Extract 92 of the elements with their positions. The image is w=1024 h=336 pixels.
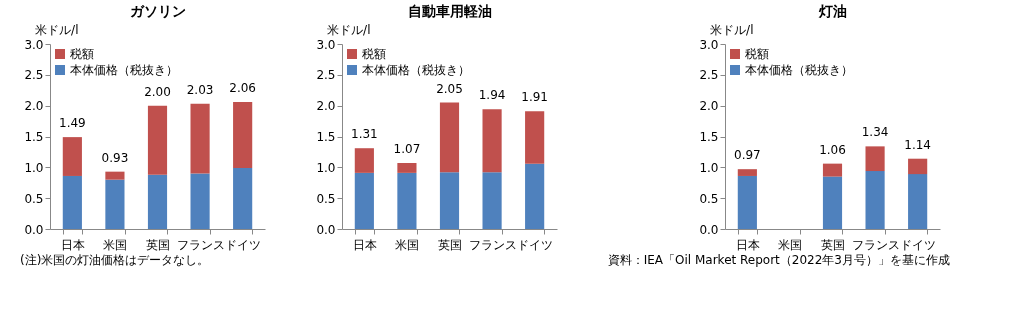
- total-label: 1.91: [521, 90, 549, 105]
- bar: [354, 172, 374, 229]
- total-label: 0.97: [733, 148, 761, 163]
- y-tick-label: 0.5: [316, 191, 336, 206]
- bar: [62, 175, 82, 229]
- bar: [147, 105, 168, 175]
- total-label: 1.94: [478, 88, 506, 103]
- total-label: 2.06: [229, 80, 257, 95]
- y-tick-label: 2.0: [316, 99, 336, 114]
- y-tick-label: 0.5: [699, 191, 719, 206]
- y-tick-label: 2.5: [316, 68, 336, 83]
- x-tick-label: フランス: [468, 237, 517, 252]
- x-tick-label: 米国: [395, 237, 420, 252]
- chart-title: 灯油: [817, 3, 847, 19]
- bar: [737, 175, 757, 229]
- total-label: 1.14: [904, 137, 932, 152]
- total-label: 2.00: [144, 84, 171, 99]
- x-tick-label: 日本: [60, 237, 85, 252]
- y-tick-label: 1.0: [316, 160, 336, 175]
- bar: [190, 173, 210, 229]
- y-axis-title: 米ドル/l: [710, 22, 754, 37]
- bar: [233, 167, 253, 229]
- y-tick-label: 2.5: [699, 68, 719, 83]
- bar: [233, 101, 253, 168]
- bar: [147, 174, 168, 229]
- y-axis-title: 米ドル/l: [35, 22, 79, 37]
- bar: [105, 179, 125, 229]
- y-tick-label: 0.0: [24, 222, 44, 237]
- legend-label: 税額: [745, 47, 769, 61]
- total-label: 2.03: [186, 82, 214, 97]
- y-tick-label: 1.5: [699, 130, 719, 144]
- y-tick-label: 0.0: [699, 222, 719, 237]
- total-label: 0.93: [101, 150, 129, 165]
- y-tick-label: 3.0: [24, 37, 44, 52]
- x-tick-label: 英国: [146, 237, 170, 252]
- legend-label: 税額: [362, 47, 386, 61]
- bar: [525, 163, 545, 229]
- y-tick-label: 3.0: [316, 37, 336, 52]
- bar: [62, 137, 82, 176]
- x-tick-label: フランス: [851, 237, 900, 252]
- x-tick-label: 英国: [438, 237, 462, 252]
- bar: [908, 158, 928, 175]
- y-axis-title: 米ドル/l: [327, 22, 371, 37]
- y-tick-label: 0.0: [316, 222, 336, 237]
- bar: [865, 171, 885, 229]
- x-tick-label: 米国: [778, 237, 803, 252]
- bar: [737, 169, 757, 176]
- bar: [439, 172, 460, 229]
- text: 資料：IEA「Oil Market Report（2022年3月号）」を基に作成: [607, 253, 950, 267]
- y-tick-label: 2.5: [24, 68, 44, 83]
- bar: [482, 109, 502, 173]
- bar: [525, 111, 545, 164]
- x-tick-label: ドイツ: [900, 237, 937, 252]
- y-tick-label: 1.5: [24, 130, 44, 144]
- y-tick-label: 1.0: [24, 160, 44, 175]
- y-tick-label: 1.0: [699, 160, 719, 175]
- y-tick-label: 1.5: [316, 130, 336, 144]
- x-tick-label: 米国: [103, 237, 128, 252]
- legend-label: 税額: [70, 47, 94, 61]
- x-tick-label: ドイツ: [225, 237, 262, 252]
- total-label: 2.05: [436, 81, 463, 96]
- bar: [397, 163, 417, 173]
- bar: [105, 171, 125, 180]
- bar: [190, 103, 210, 174]
- y-tick-label: 3.0: [699, 37, 719, 52]
- x-tick-label: 英国: [821, 237, 845, 252]
- y-tick-label: 2.0: [699, 99, 719, 114]
- y-tick-label: 2.0: [24, 99, 44, 114]
- total-label: 1.34: [861, 125, 889, 140]
- total-label: 1.49: [58, 116, 86, 131]
- bar: [482, 172, 502, 229]
- bar: [354, 148, 374, 173]
- legend-label: 本体価格（税抜き）: [362, 63, 470, 77]
- legend-label: 本体価格（税抜き）: [745, 63, 853, 77]
- bar: [822, 176, 843, 229]
- bar: [908, 174, 928, 229]
- bar: [822, 163, 843, 177]
- total-label: 1.31: [350, 127, 378, 142]
- bar: [397, 172, 417, 229]
- bar: [439, 102, 460, 173]
- x-tick-label: ドイツ: [517, 237, 554, 252]
- bar: [865, 146, 885, 172]
- chart-title: ガソリン: [129, 3, 186, 19]
- x-tick-label: フランス: [176, 237, 225, 252]
- x-tick-label: 日本: [735, 237, 760, 252]
- chart-title: 自動車用軽油: [407, 3, 492, 19]
- legend-label: 本体価格（税抜き）: [70, 63, 178, 77]
- y-tick-label: 0.5: [24, 191, 44, 206]
- total-label: 1.07: [393, 142, 421, 157]
- text: (注)米国の灯油価格はデータなし。: [20, 253, 210, 267]
- x-tick-label: 日本: [352, 237, 377, 252]
- total-label: 1.06: [819, 142, 846, 157]
